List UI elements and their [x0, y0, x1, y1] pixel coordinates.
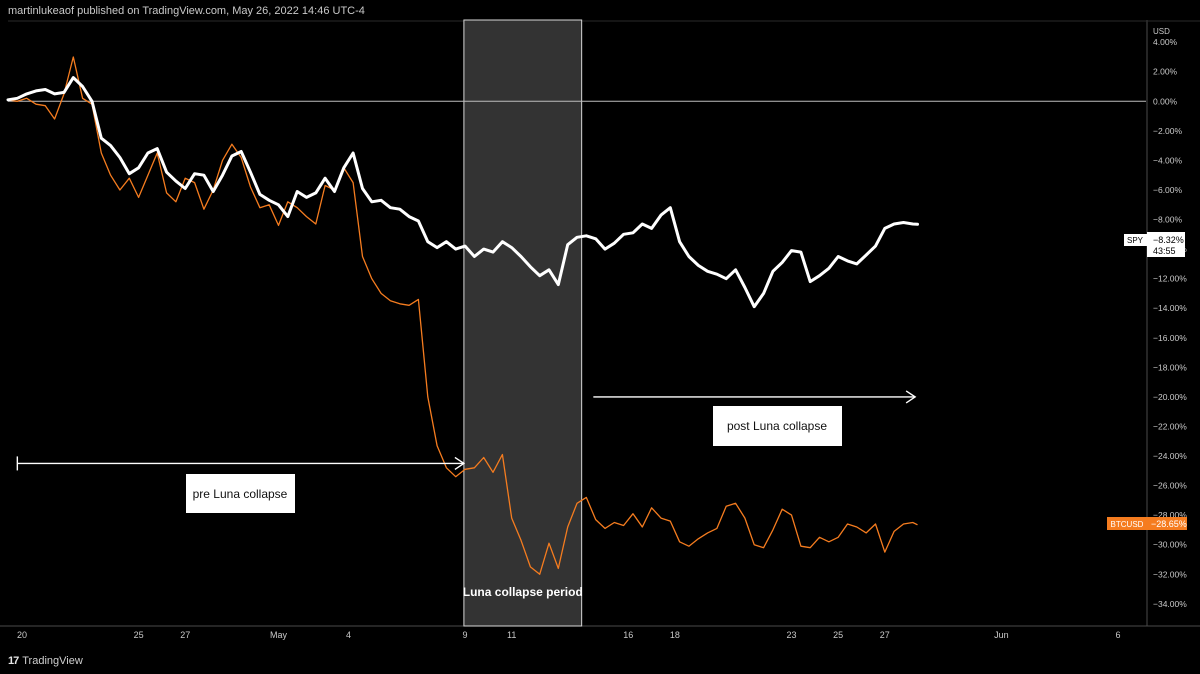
post-luna-arrow	[593, 390, 917, 404]
y-tick-label: −26.00%	[1153, 481, 1187, 491]
x-tick-label: 27	[180, 630, 190, 640]
post-luna-label: post Luna collapse	[727, 419, 827, 433]
btc-tag-value: −28.65%	[1151, 519, 1187, 529]
y-tick-label: −32.00%	[1153, 569, 1187, 579]
btc-tag-name: BTCUSD	[1111, 520, 1144, 529]
pre-luna-label: pre Luna collapse	[193, 487, 288, 501]
x-tick-label: 18	[670, 630, 680, 640]
y-tick-label: −24.00%	[1153, 451, 1187, 461]
y-tick-label: −12.00%	[1153, 274, 1187, 284]
x-tick-label: 27	[880, 630, 890, 640]
y-tick-label: −14.00%	[1153, 303, 1187, 313]
publish-header: martinlukeaof published on TradingView.c…	[8, 5, 365, 17]
y-tick-label: −20.00%	[1153, 392, 1187, 402]
btc-value-tag: BTCUSD −28.65%	[1107, 517, 1187, 530]
x-tick-label: 25	[833, 630, 843, 640]
y-tick-label: 4.00%	[1153, 37, 1178, 47]
x-tick-label: 23	[787, 630, 797, 640]
y-tick-label: −28.00%	[1153, 510, 1187, 520]
spy-line	[6, 76, 919, 309]
y-tick-label: −6.00%	[1153, 185, 1183, 195]
y-tick-label: −2.00%	[1153, 126, 1183, 136]
spy-tag-name: SPY	[1127, 236, 1144, 245]
pre-luna-box	[186, 474, 295, 513]
y-tick-label: −18.00%	[1153, 362, 1187, 372]
x-tick-label: 16	[623, 630, 633, 640]
price-axis-currency: USD	[1153, 27, 1170, 36]
x-tick-label: 25	[134, 630, 144, 640]
arrow-head	[454, 456, 466, 470]
y-tick-label: −16.00%	[1153, 333, 1187, 343]
x-tick-label: Jun	[994, 630, 1009, 640]
y-tick-label: −30.00%	[1153, 540, 1187, 550]
y-tick-label: −8.00%	[1153, 215, 1183, 225]
luna-collapse-label: Luna collapse period	[463, 585, 583, 599]
spy-value-tag: SPY −8.32% 43:55	[1124, 232, 1185, 257]
luna-collapse-region	[463, 19, 583, 627]
spy-tag-time: 43:55	[1153, 246, 1176, 256]
y-tick-label: −22.00%	[1153, 421, 1187, 431]
y-tick-label: 2.00%	[1153, 67, 1178, 77]
time-axis[interactable]: 20 25 27 May 4 9 11 16 18 23 25 27 Jun 6	[17, 630, 1121, 640]
price-axis[interactable]: 4.00% 2.00% 0.00% −2.00% −4.00% −6.00% −8.00% −…	[1153, 37, 1187, 609]
spy-tag-value: −8.32%	[1153, 235, 1184, 245]
tradingview-brand[interactable]: 17 TradingView	[8, 655, 83, 667]
x-tick-label: 4	[346, 630, 351, 640]
x-tick-label: 11	[507, 630, 516, 640]
arrow-head	[905, 390, 917, 404]
pre-luna-arrow	[16, 456, 466, 471]
x-tick-label: 9	[463, 630, 468, 640]
tradingview-brand-name: TradingView	[22, 655, 83, 667]
y-tick-label: −34.00%	[1153, 599, 1187, 609]
x-tick-label: 6	[1116, 630, 1121, 640]
x-tick-label: May	[270, 630, 288, 640]
y-tick-label: 0.00%	[1153, 96, 1178, 106]
btcusd-line	[7, 56, 918, 575]
post-luna-box	[713, 406, 842, 446]
tradingview-logo-icon: 17	[8, 655, 19, 667]
y-tick-label: −4.00%	[1153, 155, 1183, 165]
x-tick-label: 20	[17, 630, 27, 640]
